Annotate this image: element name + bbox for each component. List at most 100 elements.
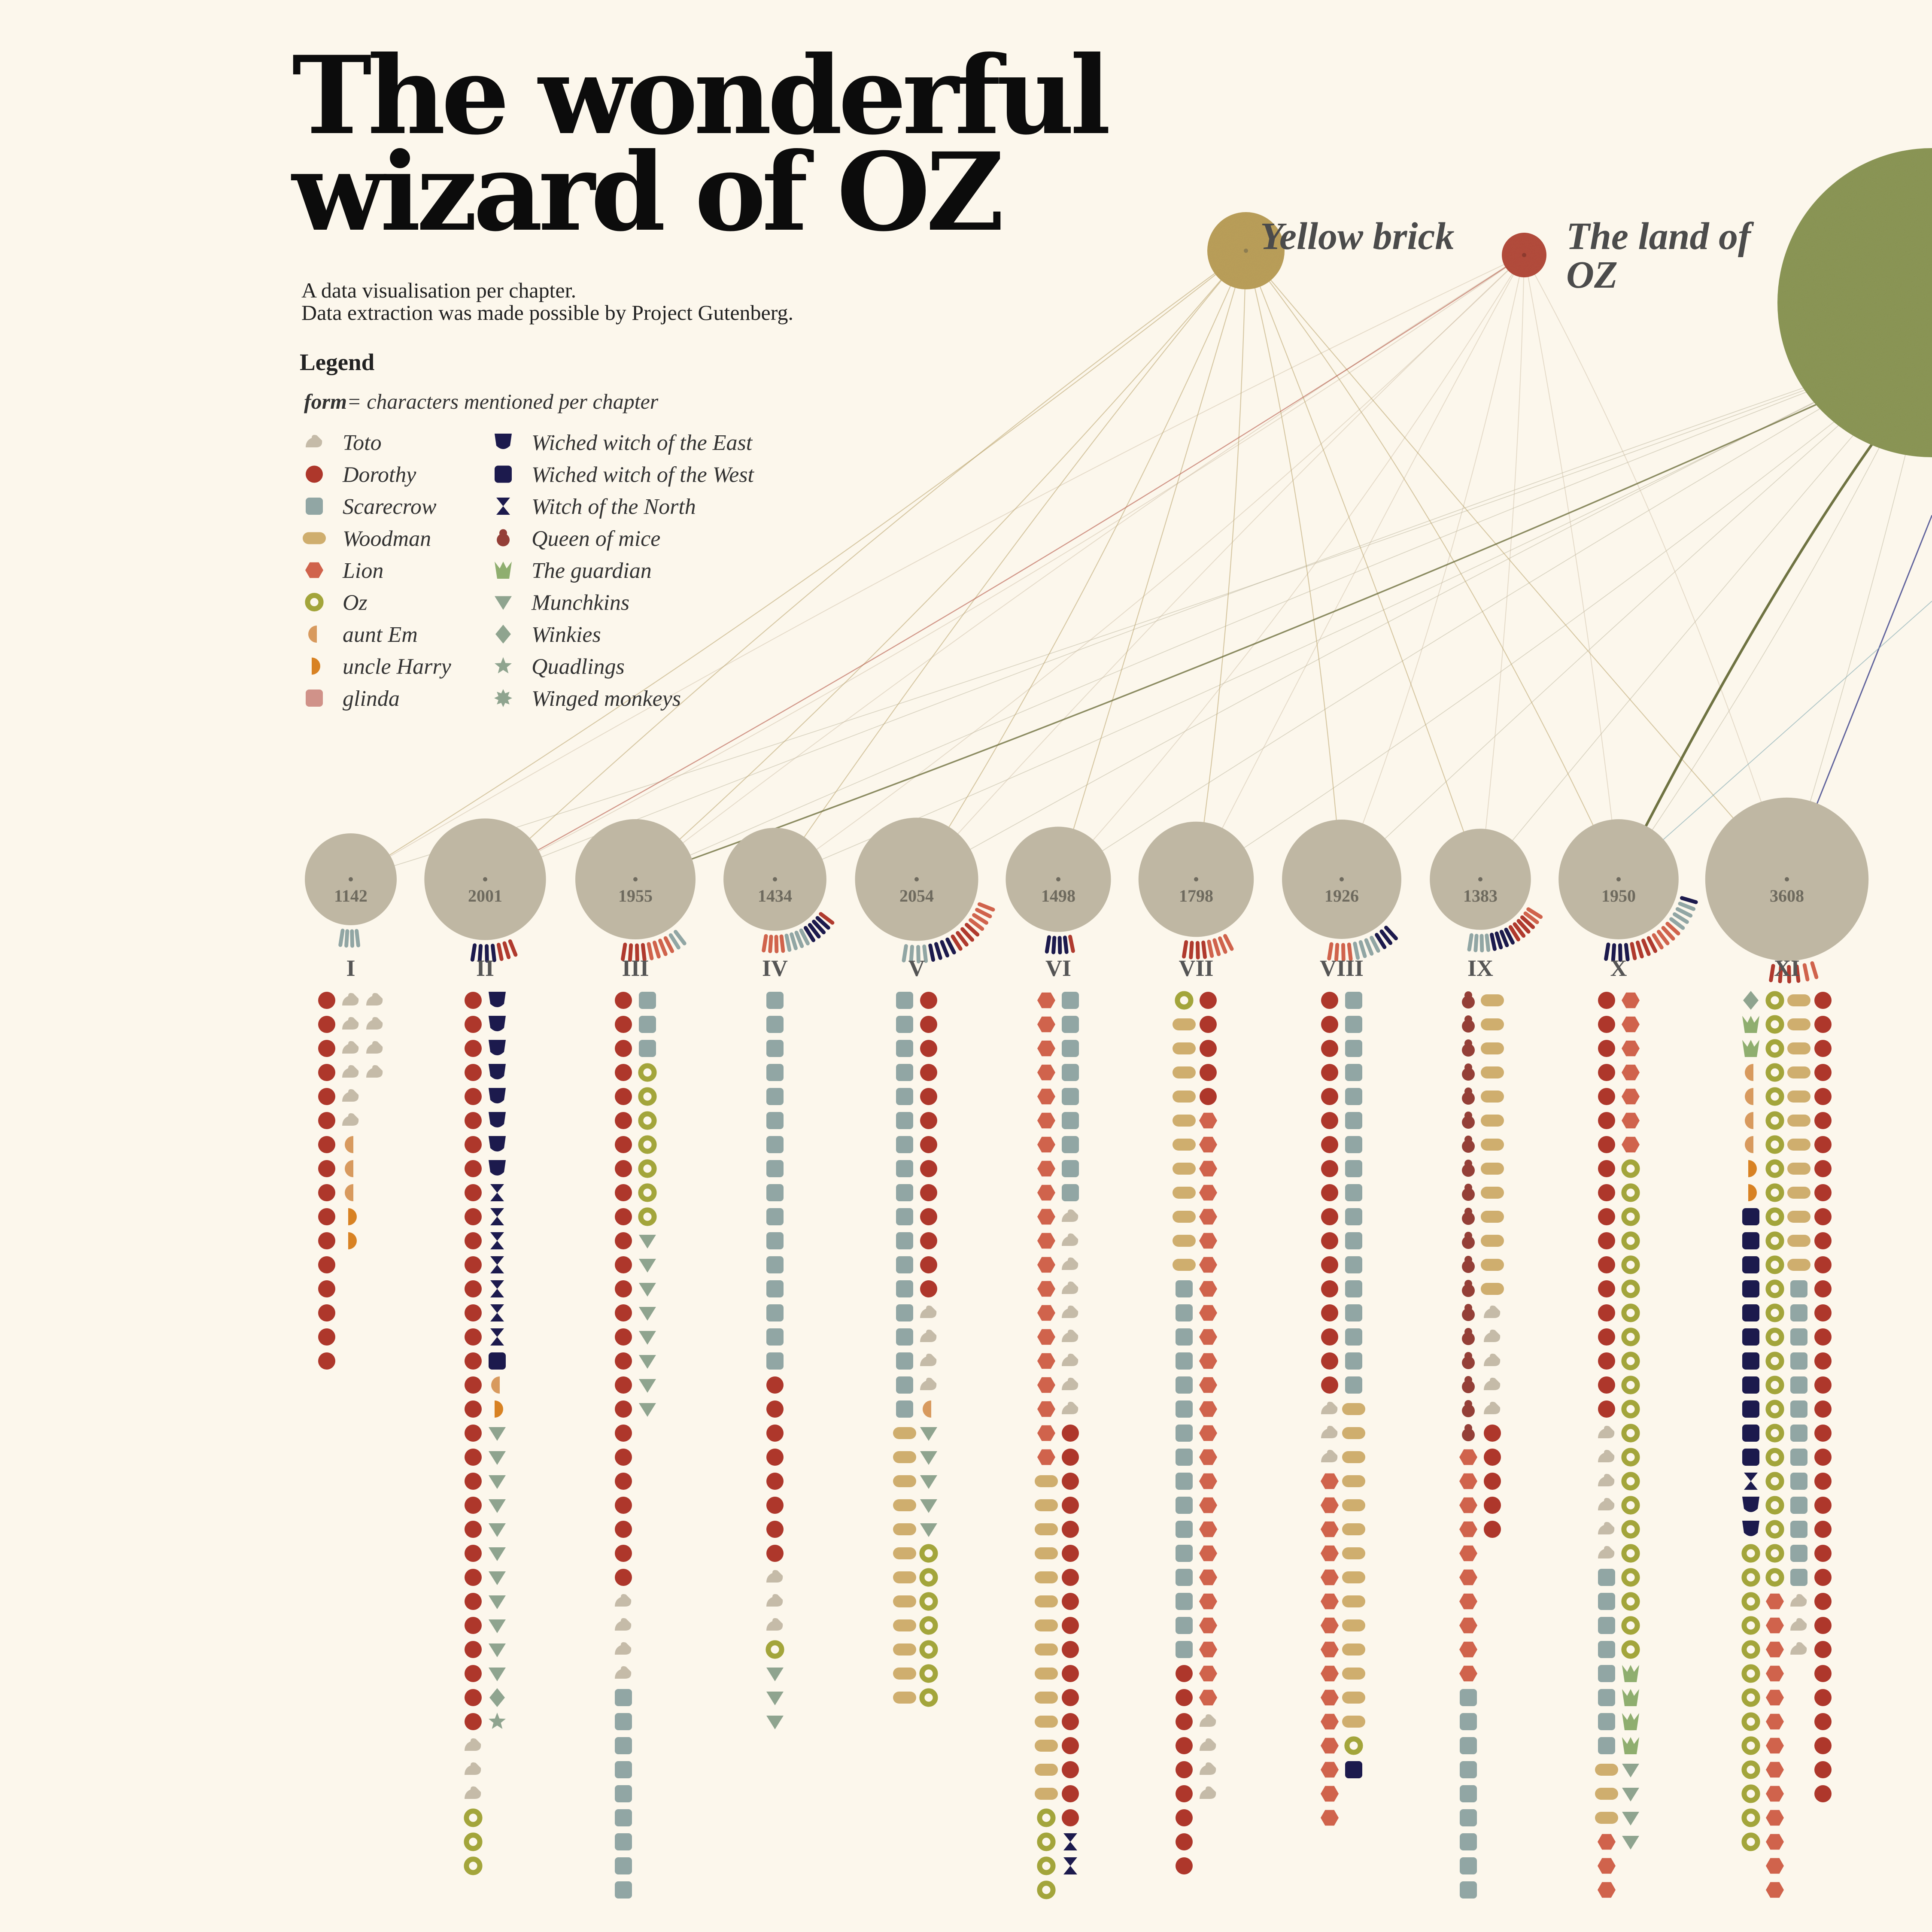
glyph-dorothy	[1321, 1136, 1338, 1153]
glyph-munchkins	[489, 1619, 506, 1633]
glyph-oz	[1765, 991, 1784, 1010]
glyph-dorothy	[1321, 1304, 1338, 1321]
glyph-lion	[1321, 1738, 1339, 1754]
glyph-dorothy	[465, 1136, 482, 1153]
glyph-oz	[1621, 1640, 1640, 1659]
glyph-dorothy	[1814, 1665, 1832, 1682]
glyph-scarecrow	[1345, 1376, 1362, 1394]
glyph-dorothy	[615, 1328, 632, 1346]
glyph-wiched-witch-of-the-west	[1742, 1232, 1759, 1249]
glyph-lion	[1459, 1521, 1477, 1537]
glyph-dorothy	[920, 1064, 937, 1081]
glyph-uncle-harry	[1748, 1184, 1757, 1201]
glyph-dorothy	[1814, 1280, 1832, 1297]
glyph-witch-of-the-north	[490, 1256, 504, 1273]
glyph-woodman	[1595, 1812, 1618, 1824]
glyph-woodman	[1342, 1595, 1365, 1607]
glyph-dorothy	[318, 1136, 335, 1153]
glyph-oz	[1765, 1231, 1784, 1250]
legend-formula-text: = characters mentioned per chapter	[347, 389, 659, 413]
woodman-icon	[303, 532, 326, 544]
glyph-dorothy	[1176, 1857, 1193, 1874]
glyph-scarecrow	[615, 1809, 632, 1826]
glyph-dorothy	[318, 1256, 335, 1273]
glyph-dorothy	[1814, 1689, 1832, 1706]
glyph-queen-of-mice	[1462, 1232, 1475, 1249]
glyph-woodman	[1035, 1740, 1058, 1752]
glyph-lion	[1037, 1281, 1055, 1297]
glyph-lion	[1598, 1858, 1616, 1874]
glyph-munchkins	[489, 1668, 506, 1681]
glyph-oz	[1621, 1424, 1640, 1443]
glyph-oz	[1765, 1207, 1784, 1226]
glyph-woodman	[893, 1643, 916, 1656]
glyph-witch-of-the-north	[490, 1328, 504, 1346]
glyph-scarecrow	[896, 1400, 913, 1418]
glyph-dorothy	[1200, 1064, 1217, 1081]
glyph-oz	[1765, 1472, 1784, 1491]
glyph-woodman	[1173, 1018, 1196, 1030]
glyph-dorothy	[1814, 1064, 1832, 1081]
glyph-woodman	[1035, 1643, 1058, 1656]
glyph-dorothy	[1814, 1641, 1832, 1658]
glyph-wiched-witch-of-the-west	[489, 1352, 506, 1370]
glyph-woodman	[1787, 1211, 1810, 1223]
glyph-dorothy	[1814, 1400, 1832, 1418]
glyph-lion	[1459, 1617, 1477, 1634]
glyph-oz	[1621, 1327, 1640, 1346]
glyph-dorothy	[1321, 1040, 1338, 1057]
glyph-woodman	[1342, 1475, 1365, 1487]
glyph-dorothy	[318, 1328, 335, 1346]
glyph-dorothy	[1598, 1112, 1615, 1129]
quadlings-icon	[495, 657, 512, 674]
glyph-scarecrow	[896, 1112, 913, 1129]
glyph-munchkins	[489, 1547, 506, 1561]
glyph-dorothy	[1062, 1425, 1079, 1442]
glyph-toto	[615, 1666, 632, 1679]
glyph-oz	[1765, 1279, 1784, 1298]
glyph-dorothy	[1814, 1521, 1832, 1538]
glyph-queen-of-mice	[1462, 1184, 1475, 1201]
glyph-dorothy	[1484, 1449, 1501, 1466]
glyph-munchkins	[489, 1523, 506, 1537]
glyph-dorothy	[1814, 1160, 1832, 1177]
glyph-dorothy	[920, 1160, 937, 1177]
glyph-woodman	[893, 1595, 916, 1607]
glyph-woodman	[1342, 1716, 1365, 1728]
glyph-dorothy	[920, 1280, 937, 1297]
glyph-lion	[1199, 1449, 1217, 1465]
glyph-oz	[1765, 1135, 1784, 1154]
glyph-scarecrow	[766, 1208, 784, 1225]
glyph-toto	[366, 1017, 383, 1030]
glyph-scarecrow	[615, 1761, 632, 1778]
glyph-woodman	[1173, 1139, 1196, 1151]
glyph-munchkins	[1622, 1764, 1639, 1777]
glyph-witch-of-the-north	[1744, 1473, 1758, 1490]
glyph-toto	[615, 1594, 632, 1607]
glyph-lion	[1321, 1713, 1339, 1730]
glyph-lion	[1199, 1305, 1217, 1321]
glyph-scarecrow	[1345, 1352, 1362, 1370]
glyph-oz	[1765, 1063, 1784, 1082]
glyph-woodman	[1481, 1187, 1504, 1199]
glyph-aunt-em	[1745, 1064, 1753, 1081]
glyph-toto	[366, 1065, 383, 1078]
glyph-lion	[1199, 1257, 1217, 1273]
glyph-dorothy	[615, 1449, 632, 1466]
glyph-queen-of-mice	[1462, 1352, 1475, 1369]
glyph-scarecrow	[896, 1208, 913, 1225]
glyph-munchkins	[639, 1307, 656, 1321]
glyph-dorothy	[318, 992, 335, 1009]
glyph-dorothy	[1814, 1352, 1832, 1370]
glyph-oz	[1741, 1712, 1760, 1731]
glyph-scarecrow	[1345, 1304, 1362, 1321]
glyph-dorothy	[1814, 1569, 1832, 1586]
glyph-scarecrow	[1460, 1737, 1477, 1754]
glyph-lion	[1199, 1617, 1217, 1634]
glyph-lion	[1766, 1665, 1784, 1682]
glyph-woodman	[1173, 1163, 1196, 1175]
glyph-oz	[638, 1135, 657, 1154]
glyph-scarecrow	[1062, 1160, 1079, 1177]
glyph-aunt-em	[1745, 1136, 1753, 1153]
chapter-numeral-vii: VII	[1179, 955, 1213, 981]
